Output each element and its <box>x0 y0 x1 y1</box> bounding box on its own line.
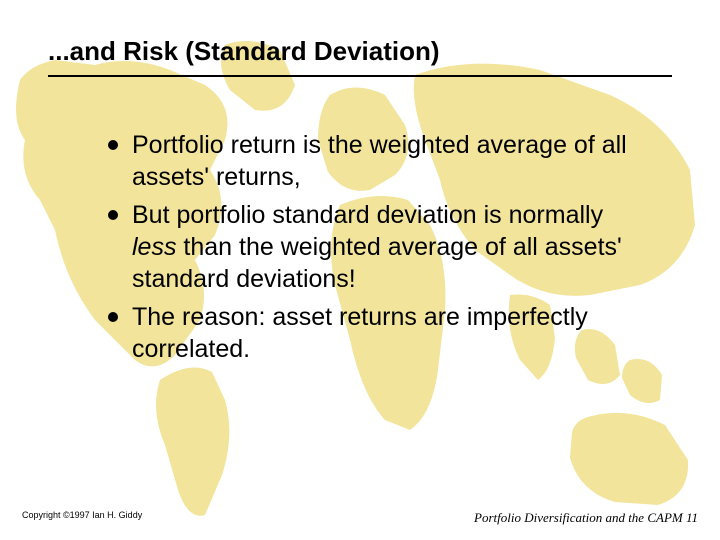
slide-title: ...and Risk (Standard Deviation) <box>48 36 672 73</box>
title-rule <box>48 75 672 77</box>
bullet-item: Portfolio return is the weighted average… <box>108 129 642 193</box>
bullet-text: But portfolio standard deviation is norm… <box>132 199 642 295</box>
copyright-text: Copyright ©1997 Ian H. Giddy <box>22 510 142 526</box>
bullet-item: The reason: asset returns are imperfectl… <box>108 301 642 365</box>
bullet-text-italic: less <box>132 233 176 261</box>
slide-number-text: Portfolio Diversification and the CAPM 1… <box>474 510 698 526</box>
bullet-text: The reason: asset returns are imperfectl… <box>132 301 642 365</box>
bullet-item: But portfolio standard deviation is norm… <box>108 199 642 295</box>
slide-content: ...and Risk (Standard Deviation) Portfol… <box>0 0 720 365</box>
bullet-icon <box>108 312 118 322</box>
bullet-text: Portfolio return is the weighted average… <box>132 129 642 193</box>
bullet-text-prefix: But portfolio standard deviation is norm… <box>132 201 603 229</box>
slide-footer: Copyright ©1997 Ian H. Giddy Portfolio D… <box>0 510 720 526</box>
bullet-icon <box>108 210 118 220</box>
bullet-icon <box>108 140 118 150</box>
bullet-list: Portfolio return is the weighted average… <box>48 129 672 365</box>
bullet-text-suffix: than the weighted average of all assets'… <box>132 233 622 293</box>
